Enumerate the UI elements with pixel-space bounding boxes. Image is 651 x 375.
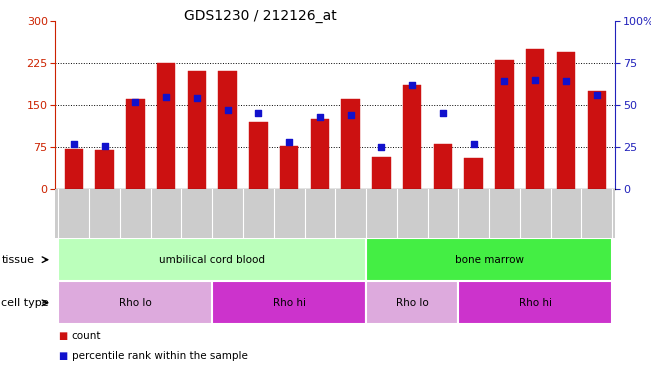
Point [376,144,387,150]
Bar [434,144,452,189]
Point [530,77,540,83]
Text: GDS1230 / 212126_at: GDS1230 / 212126_at [184,9,337,23]
Bar [187,71,206,189]
Point [469,141,479,147]
Text: tissue: tissue [1,255,35,265]
Bar [311,119,329,189]
Bar [212,281,366,324]
Point [161,94,171,100]
Bar [458,281,612,324]
Bar [495,60,514,189]
Point [499,78,510,84]
Point [223,107,233,113]
Bar [557,52,575,189]
Text: bone marrow: bone marrow [454,255,523,265]
Bar [587,91,606,189]
Text: Rho hi: Rho hi [273,298,305,308]
Bar [366,281,458,324]
Bar [95,150,114,189]
Bar [464,158,483,189]
Text: umbilical cord blood: umbilical cord blood [159,255,265,265]
Point [130,99,141,105]
Bar [126,99,145,189]
Bar [218,71,237,189]
Text: ■: ■ [59,351,68,361]
Text: Rho lo: Rho lo [119,298,152,308]
Point [346,112,356,118]
Bar [280,146,298,189]
Bar [249,122,268,189]
Bar [64,149,83,189]
Bar [403,86,421,189]
Text: ■: ■ [59,331,68,340]
Bar [157,63,175,189]
Bar [59,238,366,281]
Point [100,142,110,148]
Point [68,141,79,147]
Bar [341,99,360,189]
Bar [372,158,391,189]
Bar [526,49,544,189]
Point [284,139,294,145]
Point [592,92,602,98]
Text: Rho hi: Rho hi [519,298,551,308]
Text: Rho lo: Rho lo [396,298,428,308]
Text: percentile rank within the sample: percentile rank within the sample [72,351,247,361]
Text: cell type: cell type [1,298,49,308]
Point [191,95,202,101]
Point [253,110,264,116]
Point [314,114,325,120]
Point [407,82,417,88]
Point [561,78,571,84]
Bar [59,281,212,324]
Point [437,110,448,116]
Text: count: count [72,331,101,340]
Bar [366,238,612,281]
